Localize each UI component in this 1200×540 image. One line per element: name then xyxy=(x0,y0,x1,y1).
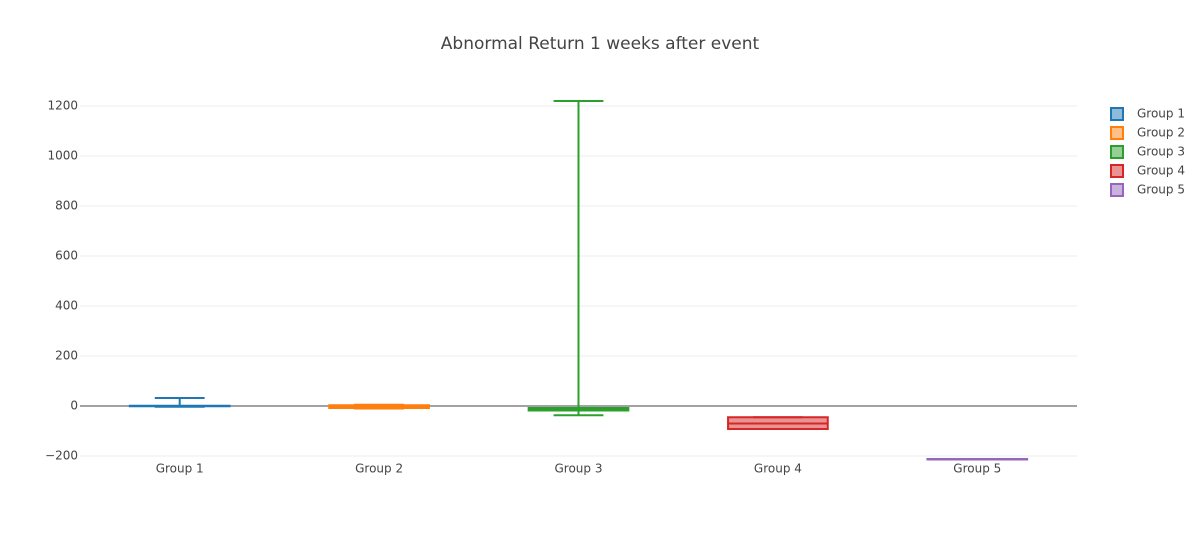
y-tick-label: 800 xyxy=(55,199,78,213)
legend-swatch xyxy=(1110,183,1124,197)
legend-swatch xyxy=(1110,145,1124,159)
legend-swatch xyxy=(1110,126,1124,140)
y-tick-label: −200 xyxy=(45,449,78,463)
legend-swatch xyxy=(1110,164,1124,178)
y-tick-label: 1000 xyxy=(47,149,78,163)
x-tick-label: Group 5 xyxy=(953,462,1001,476)
legend-label: Group 2 xyxy=(1137,126,1185,140)
x-tick-label: Group 4 xyxy=(754,462,802,476)
chart-title: Abnormal Return 1 weeks after event xyxy=(441,34,760,54)
x-tick-label: Group 2 xyxy=(355,462,403,476)
legend-label: Group 4 xyxy=(1137,164,1185,178)
legend-label: Group 1 xyxy=(1137,107,1185,121)
y-tick-label: 0 xyxy=(70,399,78,413)
y-tick-label: 600 xyxy=(55,249,78,263)
legend-label: Group 5 xyxy=(1137,183,1185,197)
legend-label: Group 3 xyxy=(1137,145,1185,159)
y-tick-label: 200 xyxy=(55,349,78,363)
legend-swatch xyxy=(1110,107,1124,121)
y-tick-label: 400 xyxy=(55,299,78,313)
y-tick-label: 1200 xyxy=(47,99,78,113)
x-tick-label: Group 1 xyxy=(156,462,204,476)
x-tick-label: Group 3 xyxy=(555,462,603,476)
